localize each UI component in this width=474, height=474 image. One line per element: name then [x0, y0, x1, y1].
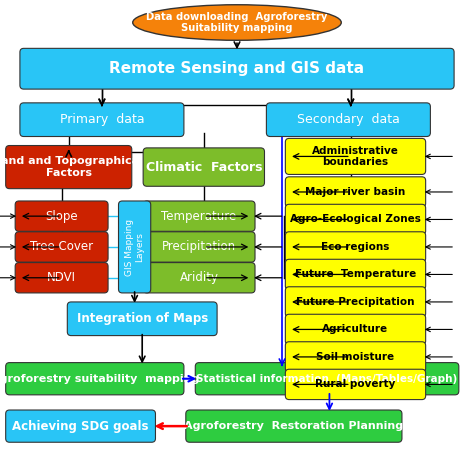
FancyBboxPatch shape [285, 232, 426, 262]
FancyBboxPatch shape [15, 201, 108, 231]
FancyBboxPatch shape [195, 363, 459, 395]
FancyBboxPatch shape [6, 146, 132, 189]
Ellipse shape [133, 5, 341, 40]
FancyBboxPatch shape [6, 410, 155, 442]
FancyBboxPatch shape [143, 201, 255, 231]
Text: Precipitation: Precipitation [162, 240, 236, 254]
FancyBboxPatch shape [266, 103, 430, 137]
FancyBboxPatch shape [285, 138, 426, 174]
Text: Agroforestry suitability  mapping: Agroforestry suitability mapping [0, 374, 199, 384]
Text: Soil moisture: Soil moisture [317, 352, 394, 362]
Text: Achieving SDG goals: Achieving SDG goals [12, 419, 149, 433]
Text: Integration of Maps: Integration of Maps [77, 312, 208, 325]
Text: Statistical information  (Maps/Tables/Graph): Statistical information (Maps/Tables/Gra… [196, 374, 458, 384]
Text: Future  Temperature: Future Temperature [295, 269, 416, 280]
Text: Tree Cover: Tree Cover [30, 240, 93, 254]
FancyBboxPatch shape [285, 342, 426, 372]
FancyBboxPatch shape [285, 287, 426, 317]
FancyBboxPatch shape [285, 177, 426, 207]
Text: Future Precipitation: Future Precipitation [296, 297, 415, 307]
FancyBboxPatch shape [285, 204, 426, 235]
Text: Primary  data: Primary data [60, 113, 144, 126]
FancyBboxPatch shape [20, 48, 454, 89]
Text: Agro-Ecological Zones: Agro-Ecological Zones [290, 214, 421, 225]
FancyBboxPatch shape [285, 314, 426, 345]
FancyBboxPatch shape [285, 259, 426, 290]
Text: Rural poverty: Rural poverty [315, 379, 396, 390]
Text: Secondary  data: Secondary data [297, 113, 400, 126]
Text: Slope: Slope [46, 210, 78, 223]
FancyBboxPatch shape [285, 369, 426, 400]
FancyBboxPatch shape [143, 232, 255, 262]
Text: Eco regions: Eco regions [321, 242, 390, 252]
Text: Climatic  Factors: Climatic Factors [146, 161, 262, 173]
FancyBboxPatch shape [6, 363, 184, 395]
Text: Temperature: Temperature [162, 210, 237, 223]
FancyBboxPatch shape [15, 232, 108, 262]
FancyBboxPatch shape [186, 410, 402, 442]
Text: GIS Mapping
Layers: GIS Mapping Layers [125, 219, 144, 275]
Text: Major river basin: Major river basin [305, 187, 406, 197]
Text: Aridity: Aridity [180, 271, 219, 284]
FancyBboxPatch shape [143, 148, 264, 186]
Text: Remote Sensing and GIS data: Remote Sensing and GIS data [109, 61, 365, 76]
FancyBboxPatch shape [67, 302, 217, 336]
Text: NDVI: NDVI [47, 271, 76, 284]
Text: Agroforestry  Restoration Planning: Agroforestry Restoration Planning [184, 421, 403, 431]
Text: Data downloading  Agroforestry
Suitability mapping: Data downloading Agroforestry Suitabilit… [146, 12, 328, 33]
FancyBboxPatch shape [143, 263, 255, 293]
FancyBboxPatch shape [20, 103, 184, 137]
Text: Administrative
boundaries: Administrative boundaries [312, 146, 399, 167]
FancyBboxPatch shape [15, 263, 108, 293]
FancyBboxPatch shape [118, 201, 151, 293]
Text: Land and Topographical
Factors: Land and Topographical Factors [0, 156, 143, 178]
Text: Agriculture: Agriculture [322, 324, 389, 335]
